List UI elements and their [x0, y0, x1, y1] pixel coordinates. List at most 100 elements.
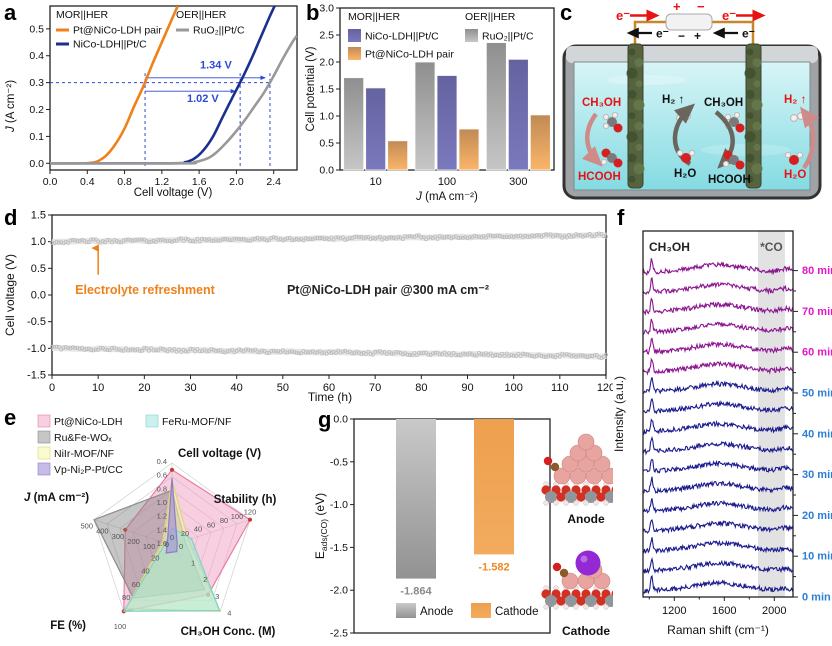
- raman-trace-65min: [643, 318, 793, 336]
- raman-trace-40min: [643, 418, 793, 436]
- species-formic-acid: HCOOH: [578, 171, 621, 183]
- raman-trace-70min: [643, 297, 793, 316]
- methanol-peak-label: CH₃OH: [649, 240, 690, 254]
- species-methanol: CH₃OH: [582, 97, 621, 109]
- legend-swatch: [37, 430, 51, 444]
- time-label: 60 min: [802, 347, 832, 359]
- panel-label-d: d: [4, 205, 18, 230]
- panel-d-stability: d 0 10 20 30 40 50 60 70 80 90 100 110 120 -1.5 -1.0 -0…: [0, 205, 613, 405]
- panel-label-c: c: [560, 0, 573, 25]
- panel-b-cell-potential: b 0.0 0.5 1.0 1.5 2.0 2.5 3.0 10 100 300 MOR||HER N…: [302, 0, 556, 207]
- voltage-markers-1: [50, 344, 609, 360]
- time-label: 80 min: [802, 265, 832, 277]
- x-tick: 1.6: [192, 176, 207, 188]
- delta-voltage-label: 1.34 V: [200, 60, 232, 72]
- y-tick: -0.5: [330, 456, 348, 468]
- bar-value-label: -1.864: [400, 586, 432, 598]
- time-label: 20 min: [802, 510, 832, 522]
- legend-group-title: MOR||HER: [348, 11, 401, 23]
- panel-a-polarization: a 0.0 0.4 0.8 1.2 1.6 2.0 2.4 0.0 0.1 0.2 0.3 0.4 0.…: [0, 0, 302, 207]
- radar-tick: 200: [127, 537, 140, 546]
- x-tick: 2.4: [266, 176, 281, 188]
- x-tick: 20: [138, 382, 150, 394]
- time-label: 30 min: [802, 469, 832, 481]
- radar-axis-label: J (mA cm⁻²): [24, 492, 89, 504]
- axes-frame: [642, 230, 794, 598]
- electrolyzer-schematic: e⁻ + − e⁻ e⁻ − + e⁻ CH₃OH HCOOH H₂ ↑ H₂O CH₃OH HCOOH H…: [556, 0, 832, 207]
- panel-a-svg: 0.0 0.4 0.8 1.2 1.6 2.0 2.4 0.0 0.1 0.2 0.3 0.4 0.5 1…: [5, 5, 298, 199]
- y-axis-label: Cell voltage (V): [3, 254, 17, 336]
- species-formic-acid: HCOOH: [708, 174, 751, 186]
- radar-vertex-marker: [123, 527, 128, 532]
- x-tick: 100: [504, 382, 522, 394]
- refreshment-label: Electrolyte refreshment: [75, 283, 215, 297]
- panel-e-svg: 0.40.60.81.01.21.41.60 20 40 60 80 100 1200123…: [24, 414, 276, 638]
- anode-structure-label: Anode: [567, 512, 605, 526]
- legend-group-title: OER||HER: [176, 9, 227, 21]
- legend-swatch: [348, 29, 361, 42]
- radar-tick: 300: [112, 532, 125, 541]
- y-axis-label: J (A cm⁻²): [5, 80, 17, 133]
- radar-axis-label: FE (%): [50, 620, 86, 632]
- anode-structure: [541, 433, 613, 506]
- bar-Pt@NiCo-LDH pair: [529, 114, 551, 171]
- panel-d-svg: 0 10 20 30 40 50 60 70 80 90 100 110 120 -1.5 -1.0 -0.5…: [3, 210, 613, 405]
- radar-tick: 1.4: [157, 525, 167, 534]
- radar-axis-label: CH₃OH Conc. (M): [181, 626, 276, 638]
- radar-tick: 80: [122, 593, 130, 602]
- radar-vertex-marker: [169, 467, 175, 472]
- y-tick: -1.5: [330, 542, 348, 554]
- panel-label-e: e: [4, 405, 17, 430]
- x-tick: 2.0: [229, 176, 244, 188]
- x-category: 300: [509, 176, 527, 188]
- y-axis-label: Eads(CO) (eV): [313, 493, 329, 559]
- radar-tick: 0.6: [157, 471, 167, 480]
- x-tick: 50: [277, 382, 289, 394]
- y-tick: 0.0: [333, 414, 348, 426]
- panel-g-adsorption: g 0.0 -0.5 -1.0 -1.5 -2.0 -2.5 -1.864 -1.582 Ano…: [308, 405, 613, 646]
- legend-swatch: [145, 414, 159, 428]
- legend-label: Pt@NiCo-LDH: [54, 416, 122, 428]
- x-tick: 0.4: [80, 176, 95, 188]
- legend-group-title: MOR||HER: [56, 9, 109, 21]
- y-tick: 0.5: [31, 263, 46, 275]
- legend-label: NiCo-LDH||Pt/C: [365, 31, 439, 43]
- panel-f-svg: 0 min 10 min 20 min 30 min 40 min 50 min 60 mi…: [613, 230, 832, 637]
- raman-trace-30min: [643, 458, 793, 474]
- y-tick: 0.0: [31, 290, 46, 302]
- panel-b-svg: 0.0 0.5 1.0 1.5 2.0 2.5 3.0 10 100 300 MOR||HER NiC…: [305, 3, 555, 203]
- legend-label: Cathode: [495, 606, 538, 618]
- time-label: 0 min: [802, 592, 831, 604]
- x-tick: 10: [92, 382, 104, 394]
- x-tick: 1600: [712, 605, 736, 617]
- legend-swatch: [396, 603, 416, 618]
- raman-trace-50min: [643, 377, 793, 395]
- x-tick: 40: [231, 382, 243, 394]
- radar-tick: 1.2: [157, 512, 167, 521]
- bar-Anode: [396, 419, 436, 579]
- x-axis-label: Time (h): [308, 390, 352, 404]
- x-tick: 2000: [762, 605, 786, 617]
- bar-NiCo-LDH||Pt/C: [365, 87, 387, 171]
- legend-swatch: [37, 446, 51, 460]
- species-methanol: CH₃OH: [704, 97, 743, 109]
- legend-label: Ru&Fe-WOₓ: [54, 432, 112, 444]
- y-tick: -1.0: [330, 499, 348, 511]
- radar-tick: 400: [96, 527, 109, 536]
- curve-2: [50, 34, 297, 165]
- raman-trace-10min: [643, 537, 793, 555]
- y-tick: 0.5: [29, 23, 44, 35]
- species-water: H₂O: [674, 168, 696, 180]
- radar-tick: 100: [143, 542, 156, 551]
- cathode-structure-label: Cathode: [562, 624, 610, 638]
- radar-tick: 1.0: [157, 498, 167, 507]
- condition-label: Pt@NiCo-LDH pair @300 mA cm⁻²: [287, 283, 489, 297]
- raman-trace-25min: [643, 476, 793, 494]
- x-tick: 1200: [662, 605, 686, 617]
- y-tick: -1.5: [27, 370, 46, 382]
- panel-label-b: b: [306, 0, 320, 25]
- x-tick: 90: [461, 382, 473, 394]
- raman-trace-0min: [643, 574, 793, 595]
- panel-g-svg: 0.0 -0.5 -1.0 -1.5 -2.0 -2.5 -1.864 -1.582 Anode…: [313, 414, 613, 640]
